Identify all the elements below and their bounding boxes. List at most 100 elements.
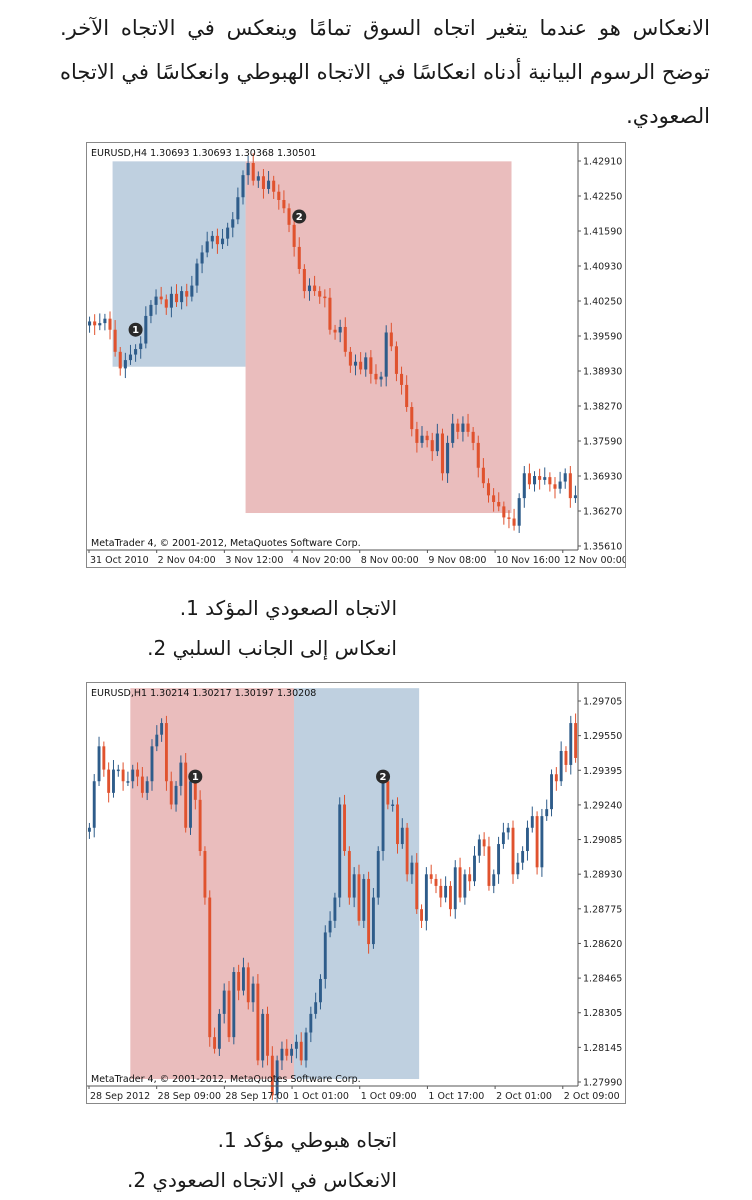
list-item-number: 2.	[126, 1168, 147, 1192]
candle-body	[569, 723, 573, 765]
candle-body	[486, 483, 491, 496]
candle-body	[302, 269, 306, 292]
candle-body	[348, 351, 352, 366]
y-tick-label: 1.29705	[583, 697, 622, 708]
candle-body	[439, 885, 443, 898]
candle-body	[123, 360, 127, 369]
candle-body	[343, 326, 347, 352]
y-tick-label: 1.28930	[583, 870, 622, 881]
candle-body	[92, 781, 96, 828]
candle-body	[270, 1055, 274, 1096]
candle-body	[512, 518, 516, 526]
candle-body	[543, 477, 547, 480]
zone-red	[130, 688, 294, 1080]
candle-body	[527, 473, 531, 485]
candle-body	[261, 176, 265, 189]
candle-body	[451, 423, 455, 443]
candle-body	[98, 323, 102, 326]
chart-footer: MetaTrader 4, © 2001-2012, MetaQuotes So…	[91, 538, 361, 549]
candle-body	[251, 983, 255, 1003]
candle-body	[179, 762, 183, 786]
candle-body	[559, 750, 563, 782]
candle-body	[232, 972, 236, 1038]
candle-body	[497, 844, 501, 875]
marker-label: 1	[132, 325, 139, 336]
candle-body	[564, 750, 568, 765]
candle-body	[318, 291, 322, 297]
candle-body	[210, 235, 214, 242]
candle-body	[97, 746, 101, 782]
candle-body	[164, 723, 168, 782]
candle-body	[492, 874, 496, 886]
candle-body	[359, 361, 363, 370]
list-item: اتجاه هبوطي مؤكد 1.	[127, 1120, 397, 1160]
candle-body	[256, 983, 260, 1061]
candle-body	[448, 885, 452, 910]
candle-body	[507, 517, 511, 519]
x-tick-label: 9 Nov 08:00	[428, 555, 486, 566]
candle-body	[180, 291, 184, 303]
list-chart1: الاتجاه الصعودي المؤكد 1. انعكاس إلى الج…	[147, 588, 397, 668]
candle-body	[185, 291, 189, 297]
candle-body	[193, 781, 197, 800]
marker-circle	[376, 769, 391, 784]
candle-body	[140, 776, 144, 793]
y-tick-label: 1.28465	[583, 974, 622, 985]
candle-body	[379, 376, 383, 380]
y-tick-label: 1.39590	[583, 332, 622, 343]
x-tick-label: 1 Oct 17:00	[428, 1091, 484, 1102]
chart-eurusd-h1: 1 2 1.29705 1.29550 1.29395 1.29240 1.29085 1.2…	[86, 682, 626, 1104]
candle-body	[121, 769, 125, 782]
candle-body	[116, 769, 120, 772]
y-tick-label: 1.42910	[583, 157, 622, 168]
candle-body	[159, 296, 163, 300]
candle-body	[521, 851, 525, 863]
candle-body	[492, 495, 496, 502]
candle-body	[396, 804, 399, 845]
candle-body	[272, 180, 276, 192]
candle-body	[108, 318, 112, 330]
x-tick-label: 1 Oct 09:00	[361, 1091, 417, 1102]
candle-body	[307, 285, 312, 292]
candle-body	[144, 315, 148, 344]
candle-body	[444, 885, 448, 898]
candle-body	[446, 442, 450, 474]
candle-body	[371, 897, 375, 945]
x-tick-label: 31 Oct 2010	[90, 555, 149, 566]
x-tick-label: 2 Oct 09:00	[564, 1091, 620, 1102]
candle-body	[440, 433, 444, 474]
y-tick-label: 1.27990	[583, 1078, 622, 1089]
marker-label: 2	[380, 772, 387, 783]
marker-label: 1	[192, 772, 199, 783]
candle-body	[367, 878, 371, 945]
candle-body	[456, 423, 460, 432]
zone-blue	[293, 688, 420, 1080]
candle-body	[205, 241, 209, 253]
candle-body	[376, 851, 380, 898]
candle-body	[554, 774, 558, 782]
candle-body	[343, 804, 346, 852]
candle-body	[213, 1037, 217, 1049]
candle-body	[430, 440, 434, 452]
candle-body	[405, 827, 409, 875]
candle-body	[174, 293, 179, 303]
x-tick-label: 28 Sep 2012	[90, 1091, 150, 1102]
candle-body	[323, 296, 327, 299]
candle-body	[285, 1048, 289, 1056]
chart-eurusd-h1-svg: 1 2 1.29705 1.29550 1.29395 1.29240 1.29085 1.2…	[87, 683, 622, 1103]
candle-body	[353, 361, 358, 366]
y-tick-label: 1.28305	[583, 1008, 622, 1019]
marker-1: 1	[188, 769, 203, 784]
candle-body	[568, 473, 572, 499]
candle-body	[319, 978, 322, 1003]
candle-body	[169, 293, 173, 308]
candle-body	[338, 326, 342, 333]
candle-body	[384, 332, 388, 377]
y-tick-label: 1.29240	[583, 800, 622, 811]
candle-body	[463, 874, 467, 898]
candle-body	[434, 878, 438, 886]
y-tick-label: 1.40930	[583, 262, 622, 273]
candle-body	[369, 357, 373, 374]
list-item-text: الانعكاس في الاتجاه الصعودي	[152, 1168, 397, 1192]
candle-body	[309, 1013, 313, 1033]
